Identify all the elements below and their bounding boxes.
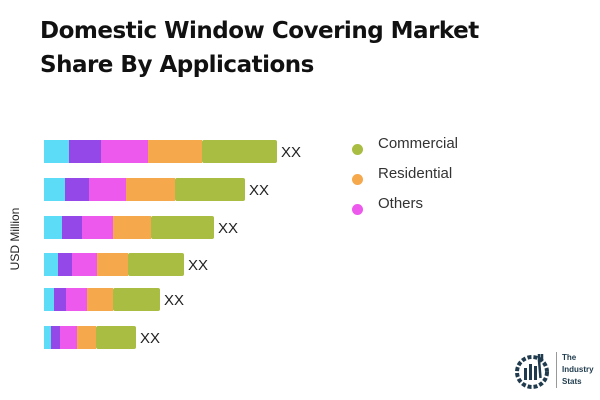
- title-line-2: Share By Applications: [40, 52, 314, 78]
- data-label: XX: [281, 144, 301, 161]
- legend-dot: [352, 203, 363, 215]
- bar-segment-series-0: [44, 326, 51, 349]
- data-label: XX: [249, 182, 269, 199]
- logo-text: The Industry Stats: [556, 352, 594, 388]
- bar-segment-series-1: [54, 288, 66, 311]
- bar-segment-others: [60, 326, 77, 349]
- bar-segment-commercial: [202, 140, 277, 163]
- bar-segment-series-1: [62, 216, 82, 239]
- bar-segment-commercial: [113, 288, 160, 311]
- bar-segment-residential: [87, 288, 113, 311]
- data-label: XX: [140, 330, 160, 347]
- bar-segment-residential: [113, 216, 151, 239]
- legend-dot: [352, 173, 363, 185]
- legend: Commercial Residential Others: [352, 128, 458, 218]
- bar-segment-series-0: [44, 253, 58, 276]
- bar-segment-series-1: [69, 140, 101, 163]
- bar-segment-series-0: [44, 140, 69, 163]
- bar-segment-series-0: [44, 288, 54, 311]
- bar-segment-commercial: [96, 326, 136, 349]
- legend-item-commercial: Commercial: [352, 128, 458, 158]
- bar-segment-series-0: [44, 178, 65, 201]
- logo: The Industry Stats: [512, 350, 594, 390]
- bar-segment-series-1: [58, 253, 72, 276]
- title-line-1: Domestic Window Covering Market: [40, 18, 479, 44]
- bar-segment-others: [72, 253, 97, 276]
- gear-wrench-icon: [515, 354, 549, 389]
- bar-segment-residential: [97, 253, 128, 276]
- bar-segment-others: [89, 178, 126, 201]
- bar-segment-residential: [126, 178, 175, 201]
- bar-segment-series-1: [51, 326, 60, 349]
- data-label: XX: [164, 292, 184, 309]
- bar-segment-residential: [148, 140, 202, 163]
- bar-segment-others: [82, 216, 113, 239]
- bar-segment-commercial: [151, 216, 214, 239]
- legend-item-others: Others: [352, 188, 458, 218]
- data-label: XX: [218, 220, 238, 237]
- bar-segment-others: [66, 288, 87, 311]
- chart-title: Domestic Window Covering Market Share By…: [40, 14, 479, 82]
- bar-segment-residential: [77, 326, 96, 349]
- bar-segment-series-0: [44, 216, 62, 239]
- bar-segment-series-1: [65, 178, 89, 201]
- bar-segment-commercial: [128, 253, 184, 276]
- legend-dot: [352, 143, 363, 155]
- data-label: XX: [188, 257, 208, 274]
- legend-item-residential: Residential: [352, 158, 458, 188]
- bar-segment-others: [101, 140, 148, 163]
- bar-segment-commercial: [175, 178, 245, 201]
